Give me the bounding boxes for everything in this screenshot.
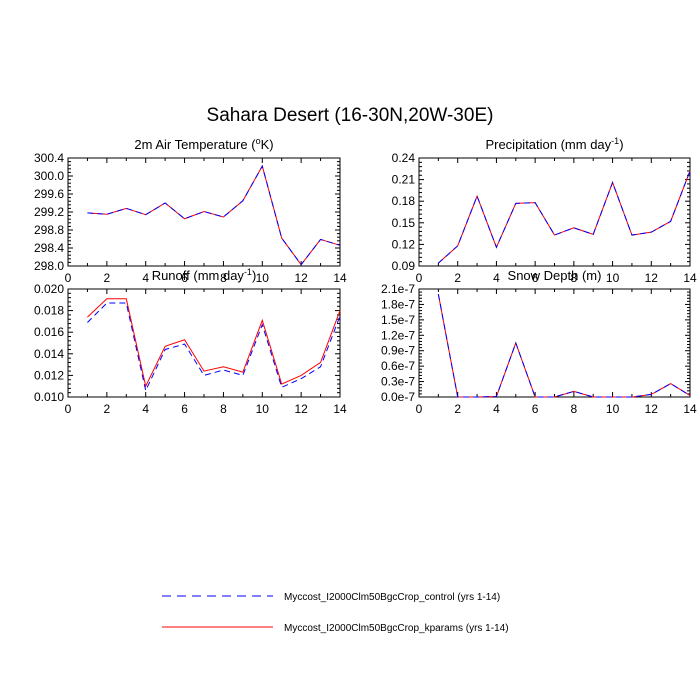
- series-line-control: [437, 294, 691, 398]
- y-tick-label: 0.3e-7: [381, 375, 415, 389]
- x-tick-label: 12: [294, 402, 308, 416]
- x-tick-label: 14: [333, 402, 347, 416]
- x-tick-label: 4: [493, 271, 500, 285]
- x-tick-label: 10: [256, 271, 270, 285]
- y-tick-label: 0.014: [34, 347, 64, 361]
- y-tick-label: 300.4: [34, 151, 64, 165]
- y-tick-label: 0.018: [34, 304, 64, 318]
- x-tick-label: 12: [645, 402, 659, 416]
- plot-frame: [418, 157, 691, 267]
- x-tick-label: 6: [181, 271, 188, 285]
- panel-title: Snow Depth (m): [508, 268, 602, 283]
- x-tick-label: 2: [454, 271, 461, 285]
- x-tick-label: 12: [645, 271, 659, 285]
- x-tick-label: 2: [104, 402, 111, 416]
- x-tick-label: 2: [104, 271, 111, 285]
- y-tick-label: 299.2: [34, 205, 64, 219]
- x-tick-label: 8: [220, 402, 227, 416]
- panel-2: Runoff (mm day-1) 0 2 4 6 8 10 12 14 0.010 0.012 0.…: [34, 267, 347, 416]
- plot-frame: [67, 288, 341, 398]
- x-tick-label: 6: [532, 402, 539, 416]
- x-tick-label: 14: [683, 271, 697, 285]
- y-tick-label: 0.0e-7: [381, 390, 415, 404]
- y-tick-label: 298.8: [34, 223, 64, 237]
- x-tick-label: 10: [606, 271, 620, 285]
- x-tick-label: 4: [142, 402, 149, 416]
- panel-1: Precipitation (mm day-1) 0 2 4 6 8 10 12 14 0.09 0…: [392, 136, 697, 285]
- series-line-kparams: [438, 170, 691, 264]
- panel-0: 2m Air Temperature (oK) 0 2 4 6 8 10 12 14 298.0 2…: [34, 136, 347, 285]
- y-tick-label: 0.15: [392, 216, 416, 230]
- y-tick-label: 0.9e-7: [381, 344, 415, 358]
- y-tick-label: 298.0: [34, 259, 64, 273]
- x-tick-label: 0: [416, 402, 423, 416]
- series-line-control: [87, 302, 341, 393]
- y-tick-label: 300.0: [34, 169, 64, 183]
- y-tick-label: 0.18: [392, 194, 416, 208]
- y-tick-label: 2.1e-7: [381, 282, 415, 296]
- x-tick-label: 12: [294, 271, 308, 285]
- x-tick-label: 0: [416, 271, 423, 285]
- y-tick-label: 0.016: [34, 325, 64, 339]
- figure-title: Sahara Desert (16-30N,20W-30E): [207, 105, 494, 126]
- y-tick-label: 0.020: [34, 282, 64, 296]
- y-tick-label: 0.24: [392, 151, 416, 165]
- series-line-control: [438, 170, 691, 264]
- y-tick-label: 0.010: [34, 390, 64, 404]
- panel-title: 2m Air Temperature (oK): [134, 136, 273, 152]
- y-tick-label: 298.4: [34, 241, 64, 255]
- x-tick-label: 4: [142, 271, 149, 285]
- x-tick-label: 10: [256, 402, 270, 416]
- x-tick-label: 6: [532, 271, 539, 285]
- x-tick-label: 6: [181, 402, 188, 416]
- x-tick-label: 10: [606, 402, 620, 416]
- plot-frame: [418, 288, 691, 398]
- legend-label-control: Myccost_I2000Clm50BgcCrop_control (yrs 1…: [284, 592, 500, 603]
- panel-title: Precipitation (mm day-1): [485, 136, 623, 152]
- panel-title: Runoff (mm day-1): [152, 267, 257, 283]
- series-line-control: [87, 164, 341, 266]
- y-tick-label: 0.6e-7: [381, 359, 415, 373]
- x-tick-label: 8: [571, 402, 578, 416]
- y-tick-label: 0.012: [34, 368, 64, 382]
- y-tick-label: 1.5e-7: [381, 313, 415, 327]
- y-tick-label: 0.21: [392, 173, 416, 187]
- series-line-kparams: [437, 294, 691, 398]
- x-tick-label: 2: [454, 402, 461, 416]
- panel-3: Snow Depth (m) 0 2 4 6 8 10 12 14 0.0e-70.3e-7 0.6…: [381, 268, 697, 416]
- x-tick-label: 14: [333, 271, 347, 285]
- panel-group: 2m Air Temperature (oK) 0 2 4 6 8 10 12 14 298.0 2…: [34, 136, 697, 416]
- y-tick-label: 1.2e-7: [381, 328, 415, 342]
- x-tick-label: 14: [683, 402, 697, 416]
- series-line-kparams: [87, 298, 341, 388]
- legend: Myccost_I2000Clm50BgcCrop_control (yrs 1…: [162, 592, 509, 634]
- y-tick-label: 0.12: [392, 237, 416, 251]
- series-line-kparams: [87, 164, 341, 266]
- y-tick-label: 299.6: [34, 187, 64, 201]
- x-tick-label: 4: [493, 402, 500, 416]
- x-tick-label: 8: [571, 271, 578, 285]
- x-tick-label: 8: [220, 271, 227, 285]
- x-tick-label: 0: [65, 271, 72, 285]
- y-tick-label: 0.09: [392, 259, 416, 273]
- x-tick-label: 0: [65, 402, 72, 416]
- y-tick-label: 1.8e-7: [381, 297, 415, 311]
- legend-label-kparams: Myccost_I2000Clm50BgcCrop_kparams (yrs 1…: [284, 623, 509, 634]
